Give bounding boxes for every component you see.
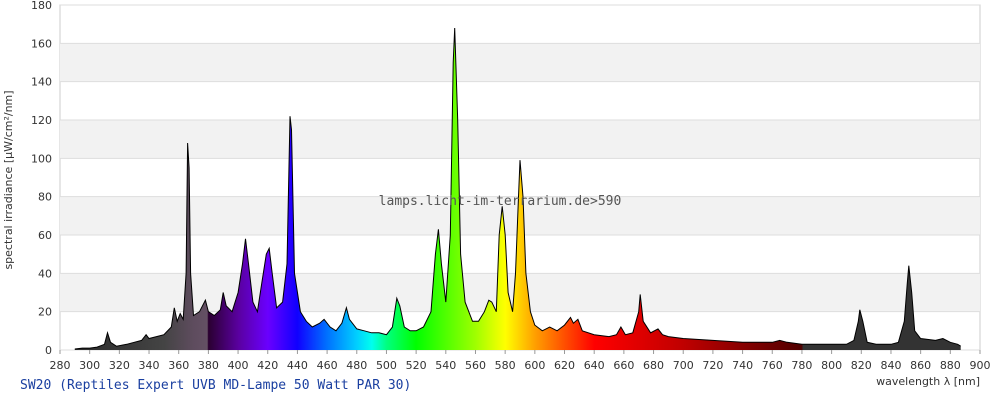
x-tick-label: 660 <box>613 359 634 372</box>
x-tick-label: 880 <box>940 359 961 372</box>
y-tick-label: 60 <box>38 229 52 242</box>
spectrum-line <box>74 27 961 350</box>
x-tick-label: 560 <box>465 359 486 372</box>
x-tick-label: 280 <box>50 359 71 372</box>
x-tick-label: 820 <box>851 359 872 372</box>
x-tick-label: 720 <box>702 359 723 372</box>
x-tick-label: 320 <box>109 359 130 372</box>
y-tick-label: 0 <box>45 344 52 357</box>
x-tick-label: 440 <box>287 359 308 372</box>
x-tick-label: 480 <box>346 359 367 372</box>
x-tick-label: 400 <box>228 359 249 372</box>
x-tick-label: 580 <box>495 359 516 372</box>
x-tick-label: 540 <box>435 359 456 372</box>
y-tick-label: 160 <box>31 37 52 50</box>
watermark: lamps.licht-im-terrarium.de>590 <box>379 194 622 209</box>
x-tick-label: 700 <box>673 359 694 372</box>
x-tick-label: 740 <box>732 359 753 372</box>
x-tick-label: 500 <box>376 359 397 372</box>
y-tick-label: 120 <box>31 114 52 127</box>
y-tick-label: 180 <box>31 0 52 12</box>
x-tick-label: 360 <box>168 359 189 372</box>
y-axis-label: spectral irradiance [µW/cm²/nm] <box>2 90 15 269</box>
x-tick-label: 460 <box>317 359 338 372</box>
grid-band <box>60 120 980 159</box>
spectrum-area <box>74 28 961 350</box>
x-tick-label: 680 <box>643 359 664 372</box>
x-tick-label: 760 <box>762 359 783 372</box>
y-tick-label: 20 <box>38 306 52 319</box>
x-tick-label: 620 <box>554 359 575 372</box>
x-tick-label: 840 <box>880 359 901 372</box>
x-tick-label: 520 <box>406 359 427 372</box>
y-tick-label: 40 <box>38 267 52 280</box>
x-tick-label: 420 <box>257 359 278 372</box>
x-tick-label: 900 <box>970 359 991 372</box>
caption: SW20 (Reptiles Expert UVB MD-Lampe 50 Wa… <box>20 378 411 393</box>
x-tick-label: 600 <box>524 359 545 372</box>
grid-band <box>60 43 980 82</box>
y-tick-label: 80 <box>38 191 52 204</box>
x-tick-label: 380 <box>198 359 219 372</box>
x-tick-label: 300 <box>79 359 100 372</box>
x-tick-label: 860 <box>910 359 931 372</box>
y-tick-label: 100 <box>31 152 52 165</box>
y-tick-label: 140 <box>31 76 52 89</box>
x-axis-label: wavelength λ [nm] <box>876 375 980 388</box>
x-tick-label: 800 <box>821 359 842 372</box>
x-tick-label: 780 <box>791 359 812 372</box>
x-tick-label: 340 <box>139 359 160 372</box>
x-tick-label: 640 <box>584 359 605 372</box>
